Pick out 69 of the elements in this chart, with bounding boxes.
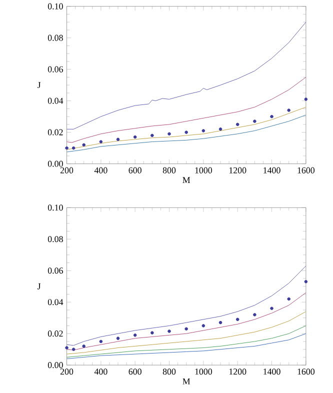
- point: [184, 327, 188, 331]
- line-series: [66, 76, 306, 143]
- x-axis-title: M: [182, 378, 190, 384]
- y-tick-label: 0.08: [48, 34, 63, 41]
- x-tick-label: 1000: [195, 368, 212, 375]
- point: [253, 313, 256, 316]
- x-tick-label: 1400: [264, 167, 280, 174]
- x-tick-label: 400: [94, 167, 108, 174]
- x-tick-label: 200: [60, 368, 74, 375]
- x-tick-label: 800: [162, 368, 176, 375]
- point: [270, 306, 274, 310]
- x-tick-label: 600: [128, 368, 142, 375]
- y-tick-label: 0.06: [48, 66, 64, 72]
- point: [270, 114, 274, 118]
- y-tick-label: 0.06: [48, 268, 64, 274]
- point: [150, 331, 154, 334]
- point: [82, 143, 86, 147]
- point: [184, 130, 188, 134]
- line-series: [66, 311, 306, 354]
- x-tick-label: 1600: [298, 368, 315, 375]
- line-series: [66, 266, 306, 346]
- y-tick-label: 0.08: [48, 236, 63, 242]
- point: [65, 146, 68, 150]
- y-tick-label: 0.02: [48, 129, 63, 136]
- y-tick-label: 0.10: [48, 204, 63, 211]
- x-tick-label: 1000: [195, 167, 212, 174]
- y-axis-title: J: [38, 283, 41, 290]
- y-tick-label: 0.00: [48, 160, 63, 167]
- point: [168, 330, 171, 333]
- x-tick-label: 1200: [230, 167, 246, 174]
- point: [236, 122, 240, 126]
- point: [236, 318, 240, 322]
- point: [99, 140, 103, 144]
- x-axis-title: M: [182, 177, 190, 184]
- x-tick-label: 1600: [298, 167, 315, 174]
- point: [134, 135, 137, 139]
- y-tick-label: 0.10: [48, 3, 63, 10]
- point: [72, 146, 76, 150]
- point: [65, 346, 68, 350]
- point: [168, 132, 171, 136]
- x-tick-label: 1200: [230, 368, 246, 375]
- x-tick-label: 200: [60, 167, 74, 174]
- x-tick-label: 1400: [264, 368, 280, 375]
- point: [287, 297, 291, 301]
- x-tick-label: 600: [128, 167, 142, 174]
- point: [150, 134, 154, 138]
- point: [304, 98, 308, 101]
- point: [218, 128, 222, 131]
- point: [218, 320, 222, 324]
- x-tick-label: 400: [94, 368, 108, 375]
- point: [304, 280, 308, 284]
- point: [99, 340, 103, 344]
- point: [116, 336, 120, 340]
- point: [202, 324, 206, 328]
- point: [82, 344, 86, 348]
- y-tick-label: 0.00: [48, 362, 63, 368]
- line-series: [66, 22, 306, 130]
- point: [134, 334, 137, 337]
- point: [72, 348, 76, 351]
- line-series: [66, 114, 306, 152]
- y-tick-label: 0.04: [48, 299, 64, 306]
- y-tick-label: 0.04: [48, 98, 64, 104]
- point: [116, 138, 120, 142]
- x-tick-label: 800: [162, 167, 176, 174]
- y-tick-label: 0.02: [48, 330, 63, 337]
- point: [253, 120, 256, 123]
- point: [287, 108, 291, 112]
- y-axis-title: J: [38, 82, 41, 88]
- point: [202, 129, 206, 132]
